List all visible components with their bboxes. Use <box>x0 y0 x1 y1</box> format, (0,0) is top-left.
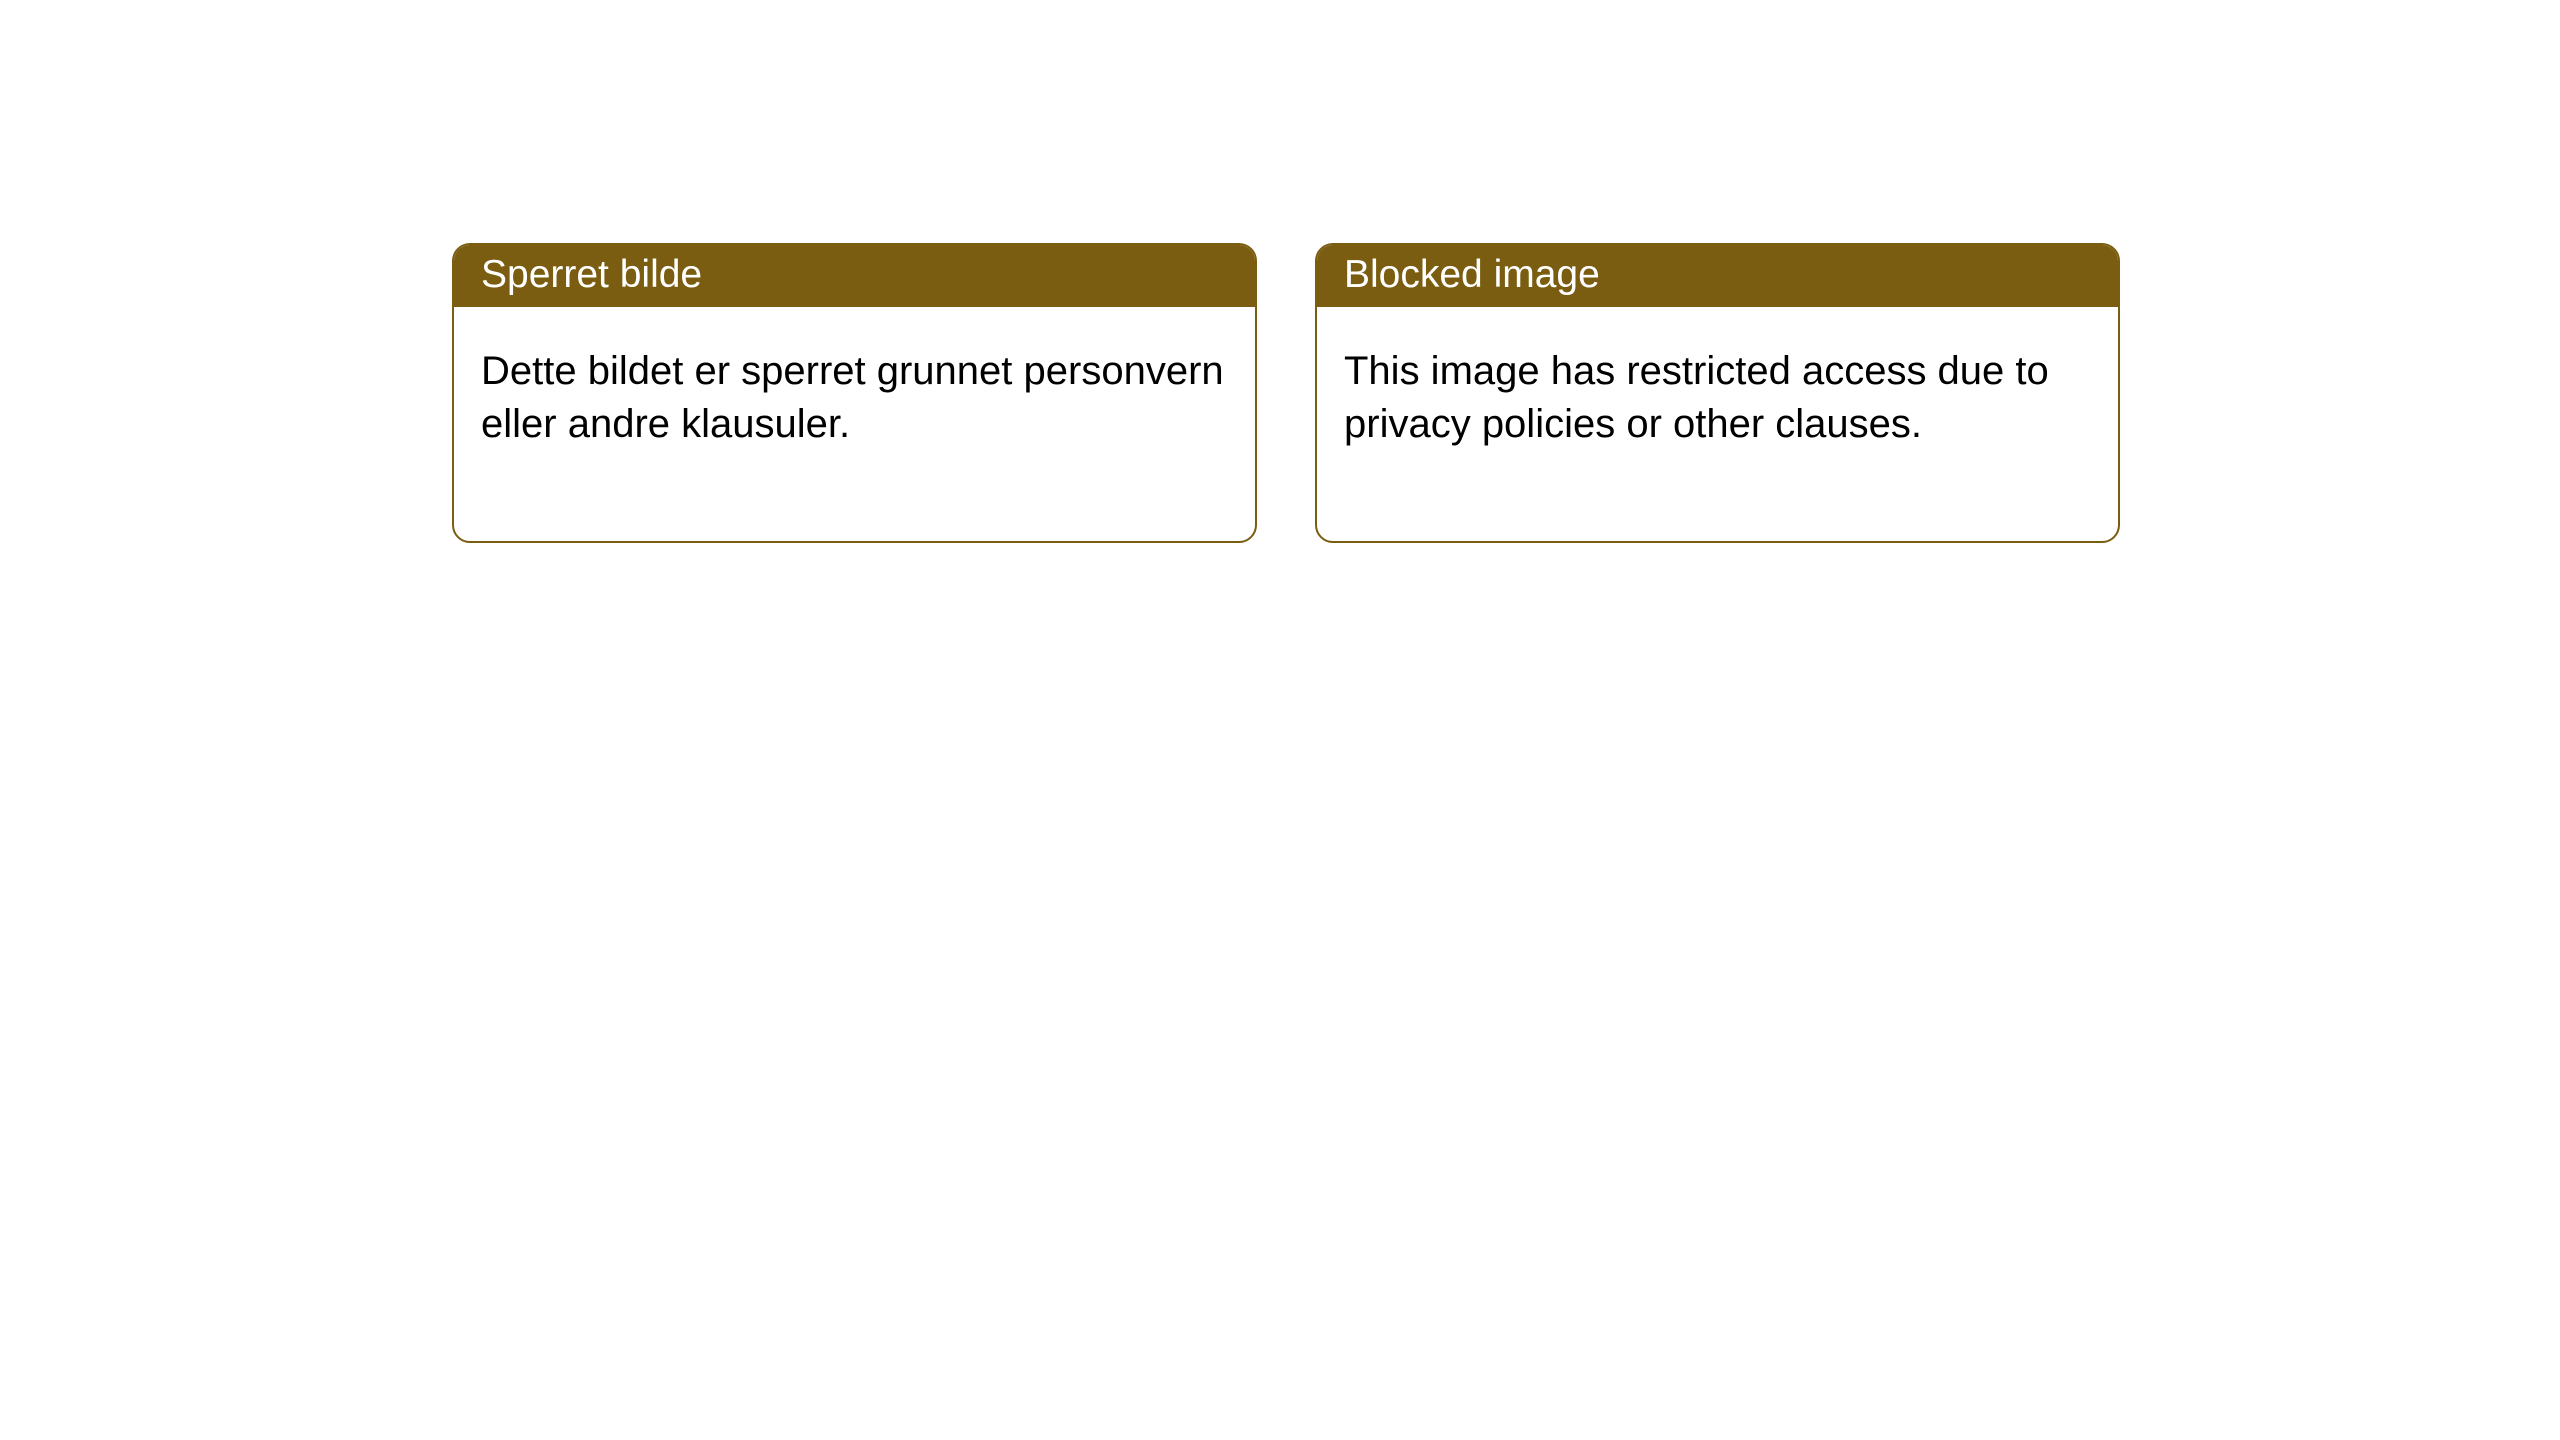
blocked-image-card-norwegian: Sperret bilde Dette bildet er sperret gr… <box>452 243 1257 543</box>
card-header-norwegian: Sperret bilde <box>454 245 1255 307</box>
card-body-english: This image has restricted access due to … <box>1317 307 2118 541</box>
card-body-norwegian: Dette bildet er sperret grunnet personve… <box>454 307 1255 541</box>
notice-container: Sperret bilde Dette bildet er sperret gr… <box>0 0 2560 543</box>
blocked-image-card-english: Blocked image This image has restricted … <box>1315 243 2120 543</box>
card-header-english: Blocked image <box>1317 245 2118 307</box>
